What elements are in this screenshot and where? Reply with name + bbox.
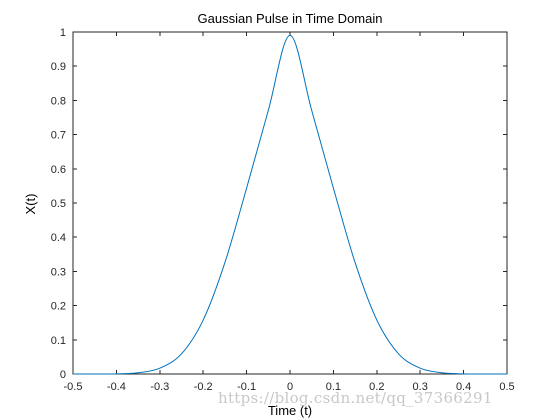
x-tick-label: -0.5 [64,381,83,393]
x-tick-label: -0.2 [194,381,213,393]
x-tick-label: 0.3 [413,381,428,393]
x-tick-label: 0.1 [326,381,341,393]
y-tick-label: 0.1 [51,335,66,347]
y-tick-label: 1 [60,27,66,39]
x-tick-label: 0.2 [369,381,384,393]
x-tick-label: -0.1 [237,381,256,393]
y-axis-label: X(t) [23,194,38,215]
x-tick-label: 0.5 [499,381,514,393]
y-tick-label: 0.2 [51,301,66,313]
x-axis: -0.5 -0.4 -0.3 -0.2 -0.1 0 0.1 0.2 0.3 0.4 0.5 [64,32,515,393]
y-tick-label: 0.9 [51,61,66,73]
x-tick-label: -0.4 [107,381,126,393]
y-tick-label: 0.7 [51,130,66,142]
series-line [72,34,508,375]
x-axis-label: Time (t) [268,403,312,418]
x-tick-label: 0 [287,381,293,393]
y-tick-label: 0.3 [51,266,66,278]
x-tick-label: 0.4 [456,381,471,393]
y-tick-label: 0.6 [51,164,66,176]
watermark-text: https://blog.csdn.net/qq_37366291 [218,389,493,407]
y-tick-label: 0.8 [51,95,66,107]
x-tick-label: -0.3 [150,381,169,393]
chart-title: Gaussian Pulse in Time Domain [198,11,383,26]
y-tick-label: 0 [60,369,66,381]
y-tick-label: 0.5 [51,198,66,210]
plot-area-frame [72,31,508,375]
y-axis: 0 0.1 0.2 0.3 0.4 0.5 0.6 0.7 0.8 0.9 1 [51,27,507,381]
y-tick-label: 0.4 [51,232,66,244]
